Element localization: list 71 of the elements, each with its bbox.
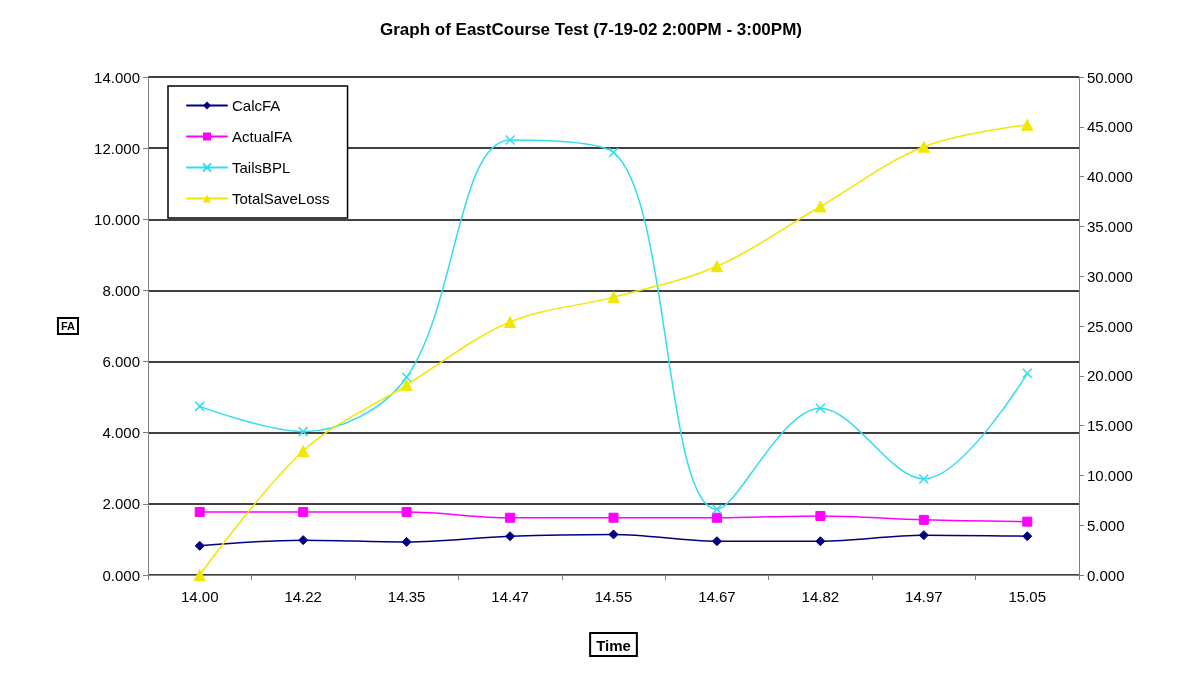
- x-tick-label: 14.22: [284, 588, 322, 605]
- point: [194, 401, 205, 412]
- y2-tick-label: 30.000: [1087, 267, 1133, 285]
- legend-label: TailsBPL: [232, 159, 291, 176]
- x-tick-label: 14.82: [801, 588, 840, 605]
- point: [505, 531, 516, 542]
- point: [1022, 531, 1033, 542]
- y-tick-label: 10.000: [94, 210, 140, 228]
- y2-tick-label: 5.000: [1087, 516, 1125, 534]
- point: [917, 140, 930, 153]
- point: [400, 379, 413, 392]
- point: [711, 536, 722, 547]
- point: [298, 507, 309, 518]
- point: [297, 426, 309, 437]
- point: [815, 510, 826, 521]
- y-tick-label: 2.000: [102, 495, 140, 513]
- point: [298, 535, 309, 546]
- y2-tick-label: 35.000: [1087, 217, 1133, 235]
- y-tick-label: 12.000: [94, 139, 140, 157]
- point: [711, 512, 722, 523]
- y2-tick-label: 10.000: [1087, 466, 1133, 484]
- x-tick-label: 14.55: [594, 588, 633, 605]
- point: [815, 402, 826, 414]
- y-tick-label: 0.000: [102, 566, 140, 584]
- point: [504, 316, 517, 329]
- y2-tick-label: 50.000: [1087, 68, 1133, 86]
- y-tick-label: 14.000: [94, 68, 140, 86]
- point: [401, 536, 412, 547]
- x-tick-label: 14.47: [491, 588, 529, 605]
- point: [504, 134, 516, 146]
- x-tick-label: 14.97: [905, 588, 943, 605]
- y-tick-label: 8.000: [102, 281, 140, 299]
- y2-tick-label: 40.000: [1087, 168, 1133, 186]
- x-tick-label: 14.00: [180, 588, 219, 605]
- y2-tick-label: 20.000: [1087, 367, 1133, 385]
- point: [194, 507, 205, 518]
- legend-label: ActualFA: [232, 128, 293, 145]
- point: [1022, 368, 1033, 379]
- point: [814, 200, 827, 213]
- point: [918, 473, 930, 485]
- point: [401, 507, 412, 518]
- point: [297, 445, 310, 457]
- x-tick-label: 14.35: [387, 588, 426, 605]
- point: [608, 529, 619, 540]
- point: [918, 530, 929, 541]
- y2-tick-label: 45.000: [1087, 118, 1133, 136]
- y-tick-label: 6.000: [102, 353, 140, 371]
- y2-tick-label: 0.000: [1087, 566, 1125, 584]
- legend-label: TotalSaveLoss: [232, 190, 330, 207]
- point: [918, 514, 929, 525]
- point: [505, 512, 516, 523]
- point: [193, 569, 206, 581]
- x-axis-title: Time: [596, 637, 631, 654]
- legend-label: CalcFA: [232, 97, 281, 114]
- point: [1021, 118, 1034, 131]
- point: [815, 536, 826, 547]
- x-tick-label: 15.05: [1008, 588, 1047, 605]
- y2-tick-label: 15.000: [1087, 417, 1133, 435]
- chart-title: Graph of EastCourse Test (7-19-02 2:00PM - 3:00PM): [380, 20, 802, 39]
- point: [608, 512, 619, 523]
- y-tick-label: 4.000: [102, 424, 140, 442]
- point: [711, 503, 723, 515]
- y-axis-title: FA: [60, 320, 76, 332]
- point: [607, 291, 620, 304]
- point: [1022, 516, 1033, 527]
- point: [710, 260, 723, 273]
- x-tick-label: 14.67: [698, 588, 736, 605]
- point: [194, 540, 205, 551]
- point: [401, 371, 412, 383]
- y2-tick-label: 25.000: [1087, 317, 1133, 335]
- point: [608, 147, 619, 158]
